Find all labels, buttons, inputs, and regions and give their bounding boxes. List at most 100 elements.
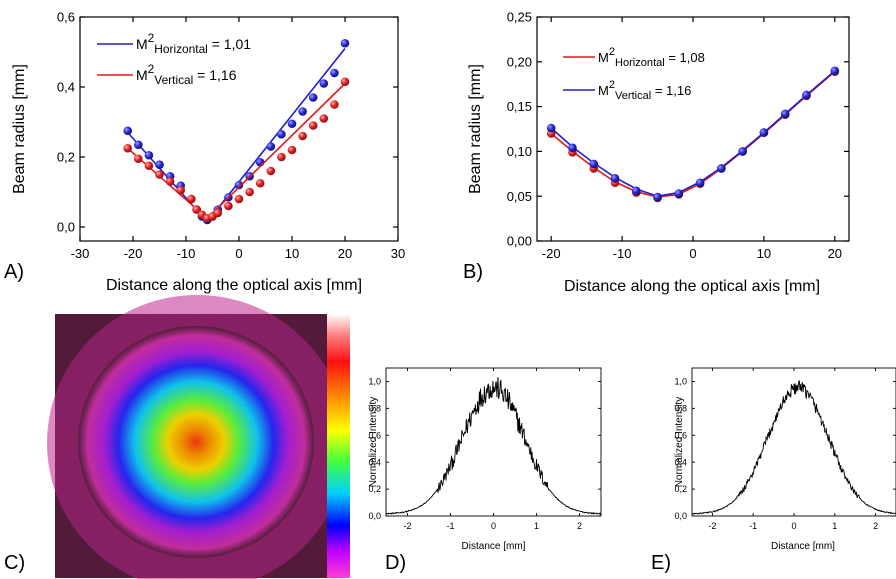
x-tick-label: 1 (832, 521, 837, 531)
chart-e: -2 -1 0 1 2 0,0 0,2 0,4 0,6 0,8 1,0 Distance [mm] No… (651, 367, 896, 574)
x-tick-label: 1 (534, 521, 539, 531)
x-tick-label: 2 (577, 521, 582, 531)
x-tick-label: -30 (71, 246, 90, 261)
chart-a: -30 -20 -10 0 10 20 30 0,0 0,2 0,4 0,6 Distance alo… (4, 10, 405, 294)
data-point (340, 38, 350, 48)
y-tick-label: 0,4 (674, 457, 687, 467)
y-axis-label: Beam radius [mm] (11, 64, 28, 194)
data-point (266, 142, 276, 151)
data-point (738, 147, 747, 156)
x-axis-label: Distance [mm] (462, 541, 526, 552)
data-point (653, 192, 662, 202)
data-point (134, 140, 143, 150)
data-point (144, 150, 154, 160)
legend-value: = 1,16 (193, 67, 236, 83)
data-point (546, 123, 556, 133)
chart-d: -2 -1 0 1 2 0,0 0,2 0,4 0,6 0,8 1,0 Distance [mm] No… (368, 367, 602, 574)
x-tick-label: 0 (491, 521, 496, 531)
legend-entry: M2Horizontal = 1,01 (136, 31, 251, 56)
panel-label: C) (4, 552, 25, 574)
x-tick-label: -20 (542, 246, 561, 261)
legend-value: = 1,01 (208, 36, 251, 52)
data-point (155, 170, 164, 179)
y-tick-label: 0,4 (368, 457, 381, 467)
data-point (234, 180, 244, 190)
legend-sup: 2 (148, 62, 155, 76)
x-tick-label: -20 (124, 246, 143, 261)
y-tick-label: 0,25 (507, 10, 532, 25)
y-axis-label: Beam radius [mm] (467, 64, 484, 194)
data-point (308, 121, 318, 130)
x-tick-label: 30 (391, 246, 405, 261)
data-point (287, 119, 297, 129)
y-tick-label: 1,0 (368, 377, 381, 387)
x-tick-label: 0 (689, 246, 696, 261)
speckle-noise (55, 314, 327, 578)
data-point (717, 164, 726, 173)
y-tick-label: 0,20 (507, 54, 532, 69)
data-point (192, 205, 201, 214)
data-point (319, 79, 329, 88)
legend-value: = 1,16 (651, 83, 691, 98)
data-point (234, 194, 244, 204)
y-axis-label: Normalized Intensity (368, 397, 379, 488)
legend-sup: 2 (609, 46, 615, 58)
x-tick-label: 10 (285, 246, 299, 261)
data-point (610, 173, 620, 183)
data-point (255, 178, 265, 188)
y-tick-label: 0,6 (368, 430, 381, 440)
x-axis-label: Distance along the optical axis [mm] (106, 277, 362, 294)
intensity-profile-line (386, 376, 602, 515)
y-tick-label: 0,4 (57, 80, 75, 95)
data-point (589, 159, 599, 169)
x-tick-label: -10 (177, 246, 196, 261)
legend-sub: Vertical (154, 73, 193, 87)
data-point (277, 129, 286, 139)
data-point (780, 109, 790, 119)
colorbar (327, 314, 350, 578)
y-tick-label: 0,05 (507, 189, 532, 204)
legend-sup: 2 (148, 31, 155, 45)
y-tick-label: 1,0 (674, 377, 687, 387)
y-tick-label: 0,2 (57, 150, 75, 165)
data-point (298, 131, 307, 141)
data-point (830, 66, 840, 76)
panel-label: B) (463, 261, 483, 283)
panel-label: A) (4, 261, 24, 283)
x-tick-label: 2 (873, 521, 878, 531)
data-point (802, 90, 811, 100)
y-tick-label: 0,8 (674, 404, 687, 414)
legend-sup: 2 (609, 79, 615, 91)
data-point (255, 157, 265, 167)
data-point (134, 154, 143, 164)
x-tick-label: 20 (338, 246, 352, 261)
data-point (330, 100, 339, 109)
legend-main: M (598, 50, 609, 65)
data-point (165, 177, 175, 186)
x-tick-label: 20 (828, 246, 842, 261)
data-point (674, 189, 684, 198)
data-point (123, 143, 132, 153)
data-point (144, 161, 154, 171)
y-tick-label: 0,2 (368, 484, 381, 494)
legend-entry: M2Horizontal = 1,08 (598, 46, 705, 69)
data-point (287, 145, 297, 155)
legend-entry: M2Vertical = 1,16 (598, 79, 691, 102)
legend-entry: M2Vertical = 1,16 (136, 62, 237, 87)
legend-value: = 1,08 (665, 50, 705, 65)
x-axis-label: Distance along the optical axis [mm] (564, 278, 820, 295)
legend-main: M (598, 83, 609, 98)
x-tick-label: -1 (749, 521, 757, 531)
y-tick-label: 0,0 (57, 220, 75, 235)
x-tick-label: 0 (235, 246, 242, 261)
data-point (155, 160, 164, 169)
x-tick-label: 0 (791, 521, 796, 531)
legend-sub: Horizontal (615, 57, 665, 69)
data-point (266, 166, 276, 176)
legend-main: M (136, 67, 148, 83)
x-tick-label: -2 (708, 521, 716, 531)
panel-label: E) (651, 552, 671, 574)
y-tick-label: 0,6 (57, 10, 75, 25)
data-point (176, 185, 185, 195)
x-axis-label: Distance [mm] (771, 541, 835, 552)
